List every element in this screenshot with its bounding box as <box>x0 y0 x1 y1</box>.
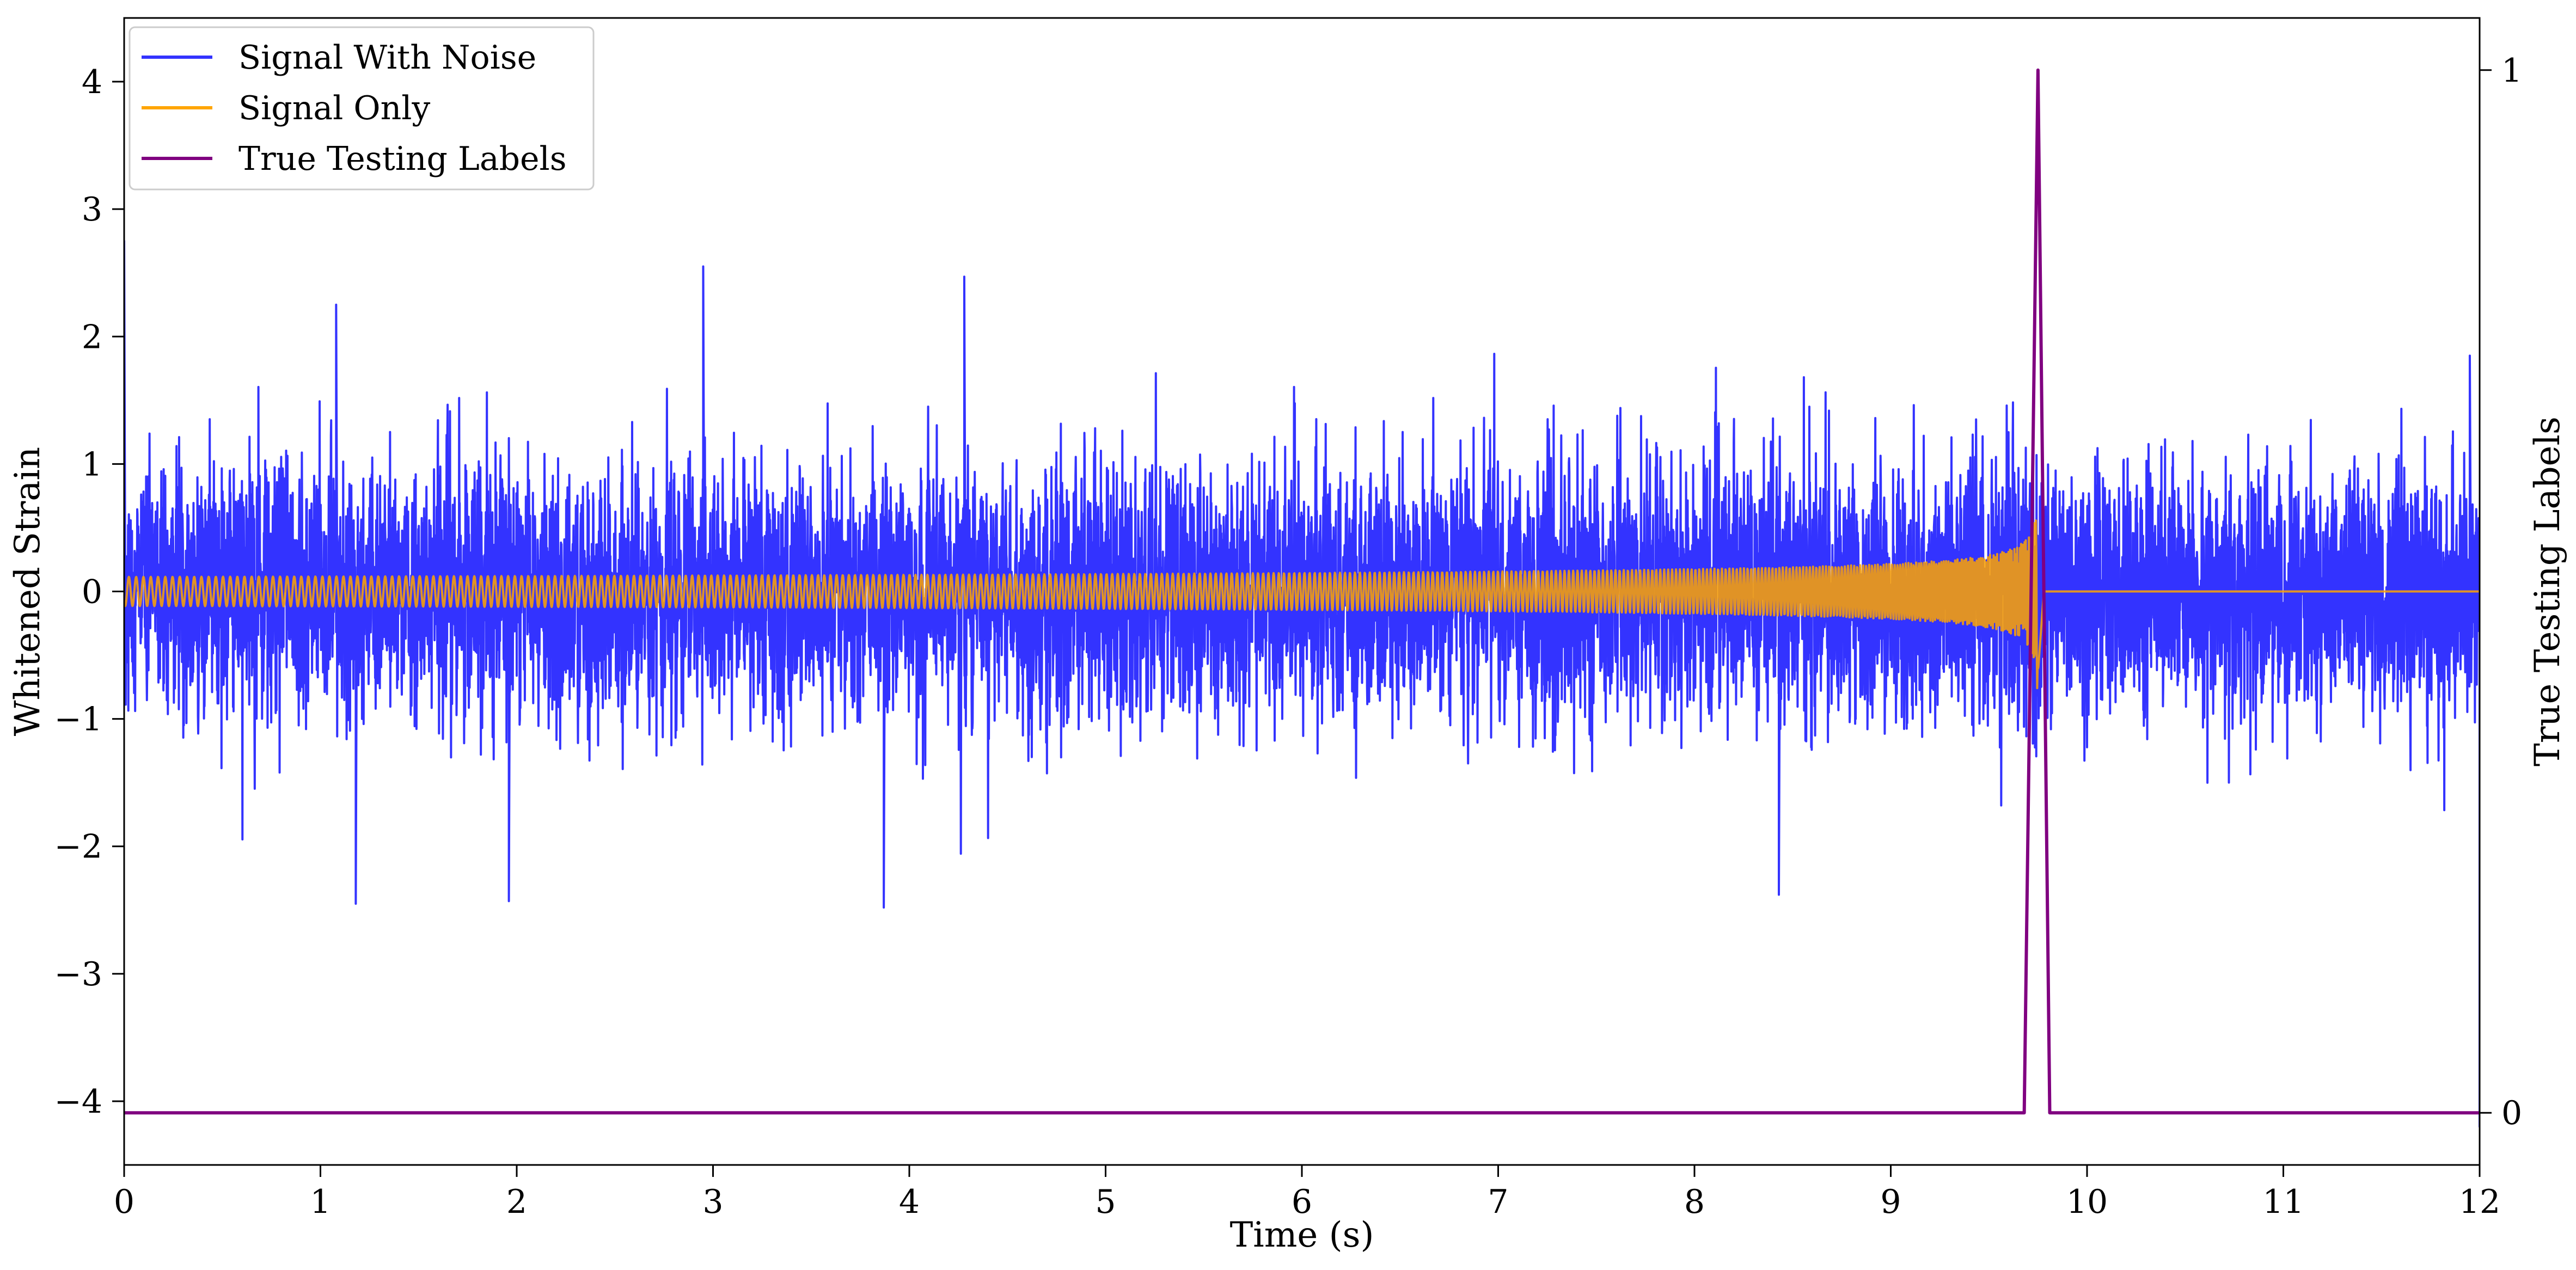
y-tick-label: 4 <box>82 63 102 101</box>
x-axis-label: Time (s) <box>1230 1215 1374 1255</box>
x-tick-label: 1 <box>310 1183 331 1221</box>
series-signal-with-noise-line <box>124 240 2480 1128</box>
y-tick-label: −1 <box>54 701 102 739</box>
legend: Signal With Noise Signal Only True Testing… <box>129 26 595 191</box>
y-tick-label: −4 <box>54 1083 102 1121</box>
y-axis-label: Whitened Strain <box>8 447 48 736</box>
y2-tick-label: 0 <box>2501 1094 2522 1132</box>
y-tick-label: −3 <box>54 955 102 993</box>
y-tick-label: 3 <box>82 191 102 229</box>
series-true-testing-labels-line <box>124 68 2480 1115</box>
y-tick-label: 1 <box>82 445 102 483</box>
x-tick-label: 10 <box>2066 1183 2108 1221</box>
x-tick-label: 6 <box>1292 1183 1312 1221</box>
x-tick-label: 0 <box>114 1183 134 1221</box>
x-axis: 0 1 2 3 4 5 6 7 8 9 10 11 12 <box>114 1165 2500 1221</box>
y2-axis: 10 <box>2480 52 2522 1132</box>
y2-tick-label: 1 <box>2501 52 2522 90</box>
legend-label: Signal With Noise <box>238 39 536 77</box>
legend-box <box>129 26 595 191</box>
x-tick-label: 8 <box>1684 1183 1705 1221</box>
x-tick-label: 11 <box>2262 1183 2304 1221</box>
x-tick-label: 5 <box>1095 1183 1116 1221</box>
x-tick-label: 12 <box>2459 1183 2500 1221</box>
y2-axis-label: True Testing Labels <box>2528 416 2568 766</box>
x-tick-label: 7 <box>1488 1183 1508 1221</box>
y-axis: 4 3 2 1 0 −1 −2 −3 −4 <box>54 63 124 1121</box>
x-tick-label: 3 <box>702 1183 723 1221</box>
series-signal-only-line <box>124 519 2480 690</box>
x-tick-label: 2 <box>506 1183 527 1221</box>
y-tick-label: 0 <box>82 573 102 611</box>
y-tick-label: 2 <box>82 318 102 356</box>
legend-label: True Testing Labels <box>238 140 567 178</box>
x-tick-label: 4 <box>899 1183 920 1221</box>
y-tick-label: −2 <box>54 828 102 866</box>
plot-area <box>124 68 2480 1128</box>
legend-label: Signal Only <box>238 89 430 127</box>
x-tick-label: 9 <box>1880 1183 1901 1221</box>
